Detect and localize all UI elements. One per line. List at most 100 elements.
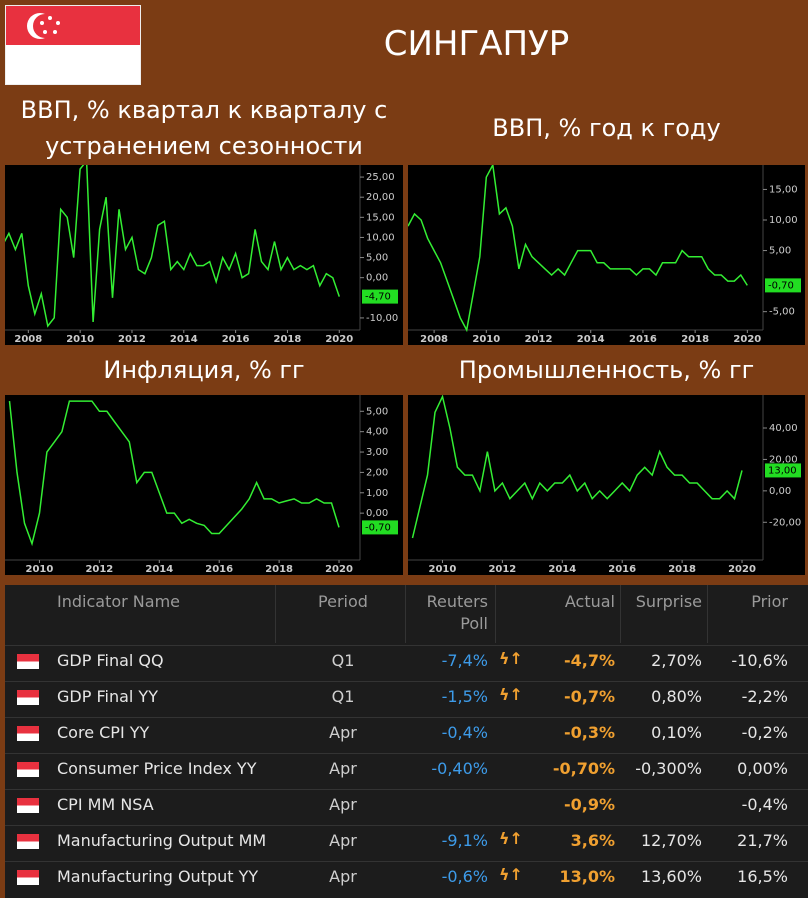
x-tick-label: 2020 — [325, 334, 353, 345]
last-value-label: -4,70 — [365, 292, 391, 303]
column-header: Prior — [751, 592, 788, 611]
table-cell: Apr — [329, 759, 357, 778]
chart-title: Промышленность, % гг — [458, 356, 755, 384]
chart: 15,00 10,00 5,00 -5,00 2008 2010 2012 2014 2016 2… — [408, 165, 805, 345]
y-tick-label: 10,00 — [366, 232, 395, 243]
flag-art — [6, 6, 140, 84]
last-value-box — [765, 278, 801, 293]
x-tick-label: 2016 — [222, 334, 250, 345]
column-header: Period — [318, 592, 368, 611]
table-cell: Manufacturing Output YY — [57, 867, 259, 886]
column-divider — [620, 585, 621, 643]
chart-title: ВВП, % год к году — [492, 113, 721, 142]
last-value-box — [765, 463, 801, 478]
table-cell: Apr — [329, 795, 357, 814]
chart-title: Инфляция, % гг — [103, 356, 305, 384]
table-cell: -4,7% — [563, 651, 615, 670]
last-value-label: 13,00 — [768, 465, 797, 476]
row-divider — [5, 825, 808, 826]
column-header: Reuters Poll — [426, 592, 488, 633]
column-divider — [495, 585, 496, 643]
y-tick-label: 4,00 — [366, 427, 388, 438]
row-flag — [17, 762, 39, 777]
last-value-label: -0,70 — [365, 522, 391, 533]
table-cell: -0,4% — [741, 795, 788, 814]
table-cell: Apr — [329, 867, 357, 886]
y-tick-label: -20,00 — [769, 517, 801, 528]
y-tick-label: 15,00 — [366, 212, 395, 223]
x-tick-label: 2016 — [608, 564, 636, 575]
chart-title: ВВП, % квартал к кварталу с устранением … — [20, 95, 388, 160]
x-tick-label: 2012 — [525, 334, 553, 345]
x-tick-label: 2020 — [733, 334, 761, 345]
chart: 40,00 20,00 0,00 -20,00 2010 2012 2014 2016 2018… — [408, 395, 805, 575]
series-line — [5, 165, 341, 328]
y-tick-label: 25,00 — [366, 172, 395, 183]
table-cell: 0,00% — [737, 759, 788, 778]
x-tick-label: 2010 — [66, 334, 94, 345]
table-cell: 0,10% — [651, 723, 702, 742]
table-cell: Core CPI YY — [57, 723, 150, 742]
chart: 5,00 4,00 3,00 2,00 1,00 0,00 2010 2012 2014 2016… — [5, 395, 403, 575]
x-tick-label: 2018 — [681, 334, 709, 345]
column-header: Actual — [564, 592, 615, 611]
last-value-box — [362, 520, 398, 535]
column-divider — [405, 585, 406, 643]
column-divider — [275, 585, 276, 643]
table-cell: 2,70% — [651, 651, 702, 670]
x-tick-label: 2018 — [668, 564, 696, 575]
table-cell: -9,1% — [441, 831, 488, 850]
table-cell: CPI MM NSA — [57, 795, 154, 814]
row-divider — [5, 753, 808, 754]
y-tick-label: -5,00 — [769, 307, 795, 318]
table-cell: 3,6% — [570, 831, 615, 850]
y-tick-label: 20,00 — [769, 454, 798, 465]
surprise-icon: ϟ↑ — [499, 649, 523, 668]
x-tick-label: 2010 — [472, 334, 500, 345]
last-value-label: -0,70 — [768, 280, 794, 291]
table-cell: -10,6% — [731, 651, 788, 670]
row-divider — [5, 681, 808, 682]
table-cell: -1,5% — [441, 687, 488, 706]
column-header: Indicator Name — [57, 592, 180, 611]
y-tick-label: 5,00 — [366, 406, 388, 417]
series-line — [411, 395, 743, 539]
surprise-icon: ϟ↑ — [499, 829, 523, 848]
flag — [5, 5, 141, 85]
x-tick-label: 2010 — [429, 564, 457, 575]
series-line — [8, 400, 340, 547]
y-tick-label: 0,00 — [366, 508, 388, 519]
y-tick-label: 1,00 — [366, 488, 388, 499]
x-tick-label: 2014 — [548, 564, 576, 575]
x-tick-label: 2008 — [14, 334, 42, 345]
table-cell: -0,7% — [563, 687, 615, 706]
table-cell: GDP Final YY — [57, 687, 158, 706]
surprise-icon: ϟ↑ — [499, 865, 523, 884]
row-flag — [17, 690, 39, 705]
y-tick-label: 20,00 — [366, 192, 395, 203]
column-header: Surprise — [635, 592, 702, 611]
y-tick-label: 40,00 — [769, 423, 798, 434]
y-tick-label: -10,00 — [366, 313, 398, 324]
table-cell: -7,4% — [441, 651, 488, 670]
table-cell: -0,40% — [431, 759, 488, 778]
row-divider — [5, 645, 808, 646]
table-cell: -0,70% — [552, 759, 615, 778]
table-cell: Manufacturing Output MM — [57, 831, 267, 850]
last-value-box — [362, 289, 398, 304]
y-tick-label: 2,00 — [366, 467, 388, 478]
x-tick-label: 2008 — [420, 334, 448, 345]
table-cell: 13,0% — [559, 867, 615, 886]
y-tick-label: 5,00 — [366, 253, 388, 264]
x-tick-label: 2016 — [629, 334, 657, 345]
page-title: СИНГАПУР — [383, 24, 570, 64]
x-tick-label: 2014 — [170, 334, 198, 345]
table-cell: 12,70% — [640, 831, 702, 850]
table-cell: -0,3% — [563, 723, 615, 742]
surprise-icon: ϟ↑ — [499, 685, 523, 704]
x-tick-label: 2012 — [85, 564, 113, 575]
y-tick-label: 15,00 — [769, 184, 798, 195]
x-tick-label: 2014 — [145, 564, 173, 575]
table-cell: -0,300% — [635, 759, 702, 778]
